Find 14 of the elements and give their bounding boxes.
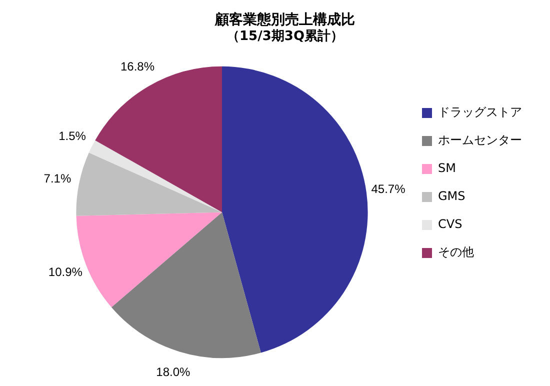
data-label: 16.8% bbox=[120, 60, 155, 74]
chart-title: 顧客業態別売上構成比 bbox=[214, 11, 355, 28]
legend-label: CVS bbox=[438, 217, 462, 232]
data-label: 1.5% bbox=[58, 128, 86, 143]
data-label: 7.1% bbox=[44, 172, 72, 186]
legend-label: ドラッグストア bbox=[438, 105, 522, 120]
data-label: 18.0% bbox=[156, 365, 191, 380]
chart-subtitle: （15/3期3Q累計） bbox=[226, 28, 344, 44]
legend-label: SM bbox=[438, 161, 456, 176]
legend-label: ホームセンター bbox=[438, 133, 522, 148]
data-label: 45.7% bbox=[371, 182, 406, 196]
data-label: 10.9% bbox=[48, 264, 83, 279]
legend-label: GMS bbox=[438, 189, 466, 204]
legend-label: その他 bbox=[438, 245, 474, 260]
